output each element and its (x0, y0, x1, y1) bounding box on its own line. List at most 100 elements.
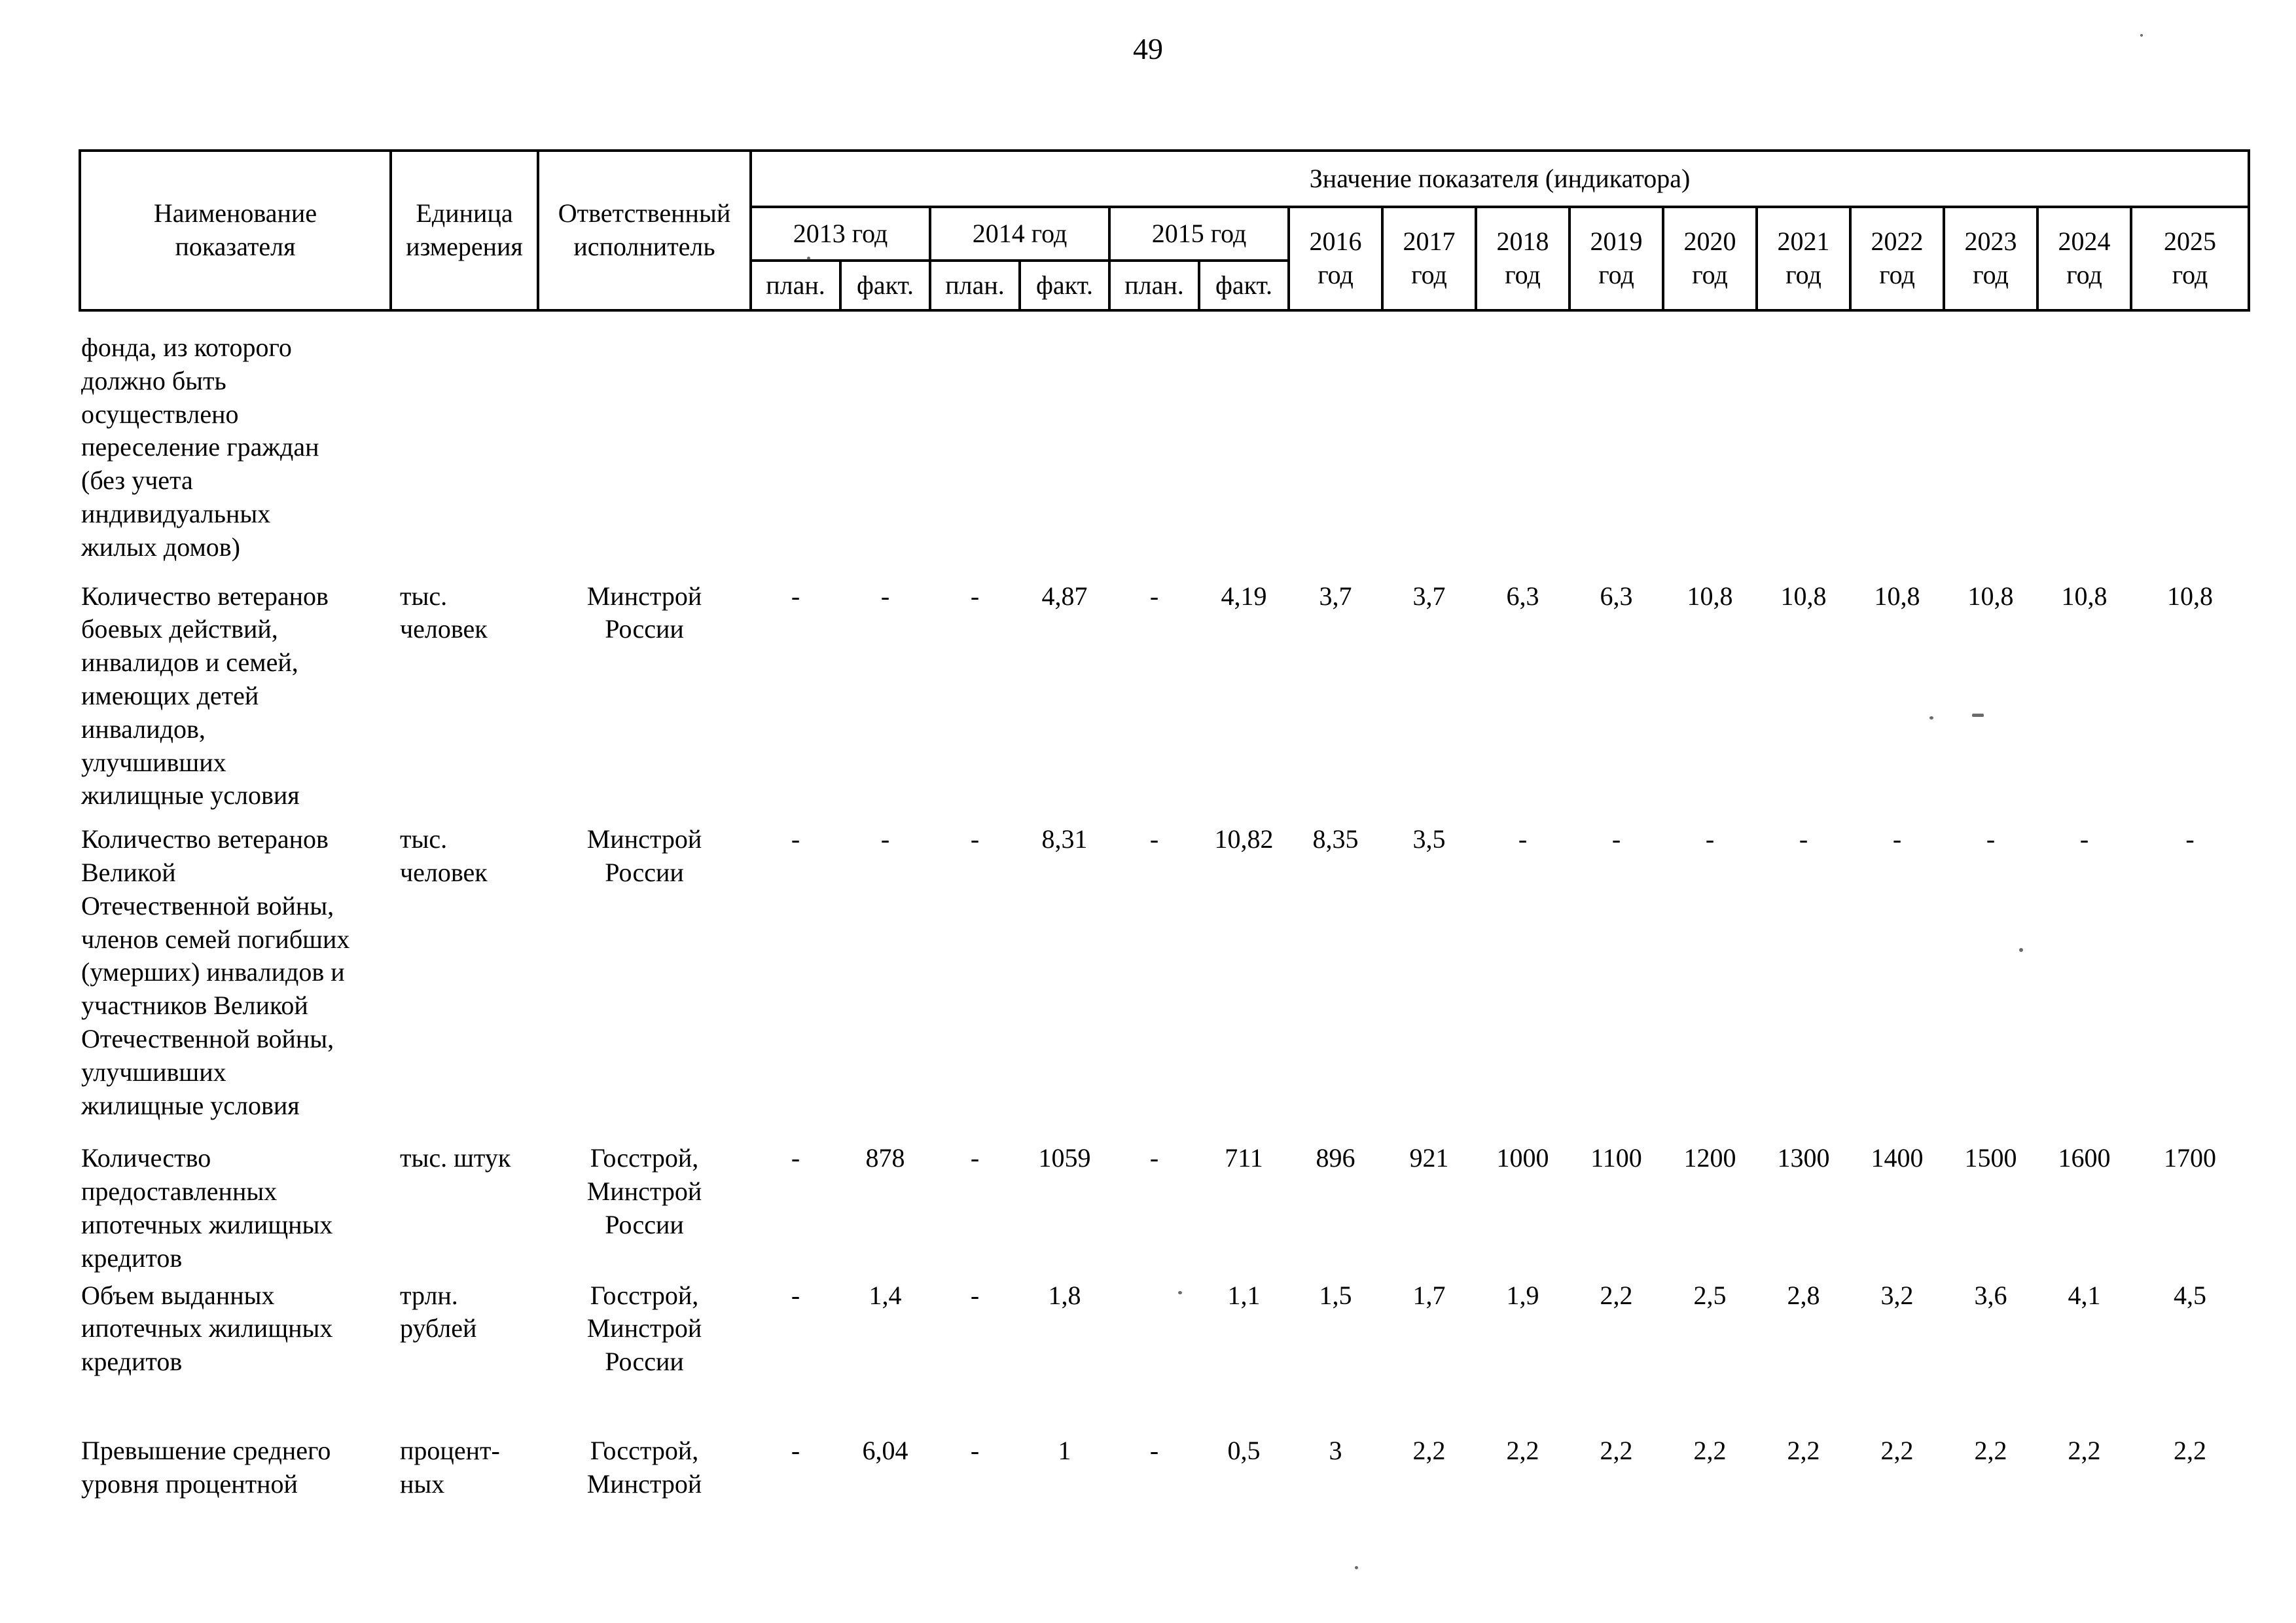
value-cell: 1,4 (869, 1280, 902, 1310)
year-header-2018: 2018 год (1475, 206, 1571, 312)
year-header-2016: 2016 год (1287, 206, 1384, 312)
table-row: фонда, из которого должно быть осуществл… (80, 310, 2249, 572)
year-header-2020: 2020 год (1662, 206, 1758, 312)
value-cell: 896 (1316, 1143, 1355, 1173)
value-cell: - (1986, 824, 1996, 854)
value-cell: - (1799, 824, 1808, 854)
table-row: Объем выданных ипотечных жилищных кредит… (80, 1275, 2249, 1405)
value-cell: - (1149, 581, 1159, 611)
value-cell (1109, 1275, 1199, 1405)
value-cell (1199, 310, 1289, 572)
value-cell: - (970, 824, 980, 854)
value-cell: 711 (1225, 1143, 1263, 1173)
col-header-value-group: Значение показателя (индикатора) (749, 149, 2251, 208)
page-number: 49 (1133, 32, 1163, 65)
executor-cell: Госстрой, Минстрой (586, 1435, 702, 1499)
subheader-fact-2014: факт. (1018, 259, 1111, 312)
year-header-2019: 2019 год (1568, 206, 1664, 312)
scan-speck (1178, 1291, 1182, 1294)
value-cell: - (1149, 1143, 1159, 1173)
value-cell: 1,5 (1319, 1280, 1352, 1310)
value-cell: 1059 (1038, 1143, 1091, 1173)
value-cell: 10,8 (1687, 581, 1733, 611)
scan-speck (2019, 948, 2023, 952)
unit-cell (391, 310, 538, 572)
value-cell: 3,7 (1412, 581, 1446, 611)
value-cell: 4,1 (2068, 1280, 2101, 1310)
value-cell: - (970, 581, 980, 611)
value-cell (1570, 310, 1663, 572)
value-cell: 10,8 (1780, 581, 1827, 611)
executor-cell (538, 310, 751, 572)
value-cell (1020, 310, 1109, 572)
scan-speck (2140, 34, 2143, 37)
table-row: Количество ветеранов Великой Отечественн… (80, 818, 2249, 1135)
value-cell: 1,8 (1048, 1280, 1081, 1310)
value-cell: - (2185, 824, 2195, 854)
value-cell (1663, 310, 1757, 572)
value-cell: - (791, 824, 800, 854)
value-cell: 878 (865, 1143, 905, 1173)
indicator-name: Превышение среднего уровня процентной (81, 1435, 331, 1499)
year-group-2015: 2015 год (1108, 206, 1290, 262)
value-cell: 2,2 (1600, 1435, 1633, 1465)
value-cell (1109, 310, 1199, 572)
value-cell: 1000 (1496, 1143, 1549, 1173)
table-row: Количество предоставленных ипотечных жил… (80, 1135, 2249, 1275)
executor-cell: Госстрой, Минстрой России (586, 1280, 702, 1377)
value-cell (2131, 310, 2249, 572)
col-header-executor: Ответственный исполнитель (537, 149, 752, 312)
value-cell: - (1518, 824, 1528, 854)
year-header-2023: 2023 год (1943, 206, 2039, 312)
value-cell: 3,5 (1412, 824, 1446, 854)
value-cell: 1300 (1777, 1143, 1830, 1173)
year-header-2025: 2025 год (2129, 206, 2251, 312)
value-cell: 2,5 (1693, 1280, 1727, 1310)
value-cell: - (1611, 824, 1621, 854)
value-cell: - (970, 1143, 980, 1173)
value-cell: 921 (1409, 1143, 1449, 1173)
subheader-fact-2013: факт. (839, 259, 931, 312)
value-cell: 6,04 (862, 1435, 908, 1465)
value-cell: 2,8 (1787, 1280, 1820, 1310)
value-cell: 8,35 (1312, 824, 1359, 854)
scan-speck (1929, 716, 1933, 720)
value-cell: 1700 (2164, 1143, 2217, 1173)
unit-cell: трлн. рублей (400, 1280, 477, 1343)
value-cell: - (970, 1280, 980, 1310)
indicator-name: Количество ветеранов Великой Отечественн… (81, 824, 350, 1120)
subheader-plan-2013: план. (749, 259, 842, 312)
value-cell: 1,1 (1227, 1280, 1261, 1310)
value-cell (751, 310, 840, 572)
value-cell (840, 310, 930, 572)
value-cell (1757, 310, 1850, 572)
value-cell: 4,5 (2174, 1280, 2207, 1310)
unit-cell: тыс. человек (400, 581, 488, 644)
unit-cell: тыс. штук (400, 1143, 511, 1173)
value-cell: 2,2 (2174, 1435, 2207, 1465)
col-header-name: Наименование показателя (79, 149, 392, 312)
value-cell (930, 310, 1020, 572)
year-header-2017: 2017 год (1381, 206, 1477, 312)
value-cell: - (791, 581, 800, 611)
value-cell: 2,2 (1787, 1435, 1820, 1465)
value-cell (1944, 310, 2037, 572)
value-cell: 1400 (1871, 1143, 1924, 1173)
table-row: Количество ветеранов боевых действий, ин… (80, 572, 2249, 818)
value-cell: 1500 (1964, 1143, 2017, 1173)
value-cell (1382, 310, 1476, 572)
value-cell: 6,3 (1600, 581, 1633, 611)
value-cell: 6,3 (1506, 581, 1539, 611)
value-cell: 2,2 (2068, 1435, 2101, 1465)
unit-cell: процент- ных (400, 1435, 500, 1499)
value-cell: 10,8 (1967, 581, 2014, 611)
value-cell: - (2079, 824, 2089, 854)
unit-cell: тыс. человек (400, 824, 488, 887)
value-cell: 2,2 (1506, 1435, 1539, 1465)
scan-speck (1972, 714, 1984, 717)
value-cell (2037, 310, 2131, 572)
value-cell: 10,8 (2167, 581, 2214, 611)
value-cell: 3,7 (1319, 581, 1352, 611)
value-cell: - (791, 1280, 800, 1310)
value-cell: 10,8 (1874, 581, 1920, 611)
